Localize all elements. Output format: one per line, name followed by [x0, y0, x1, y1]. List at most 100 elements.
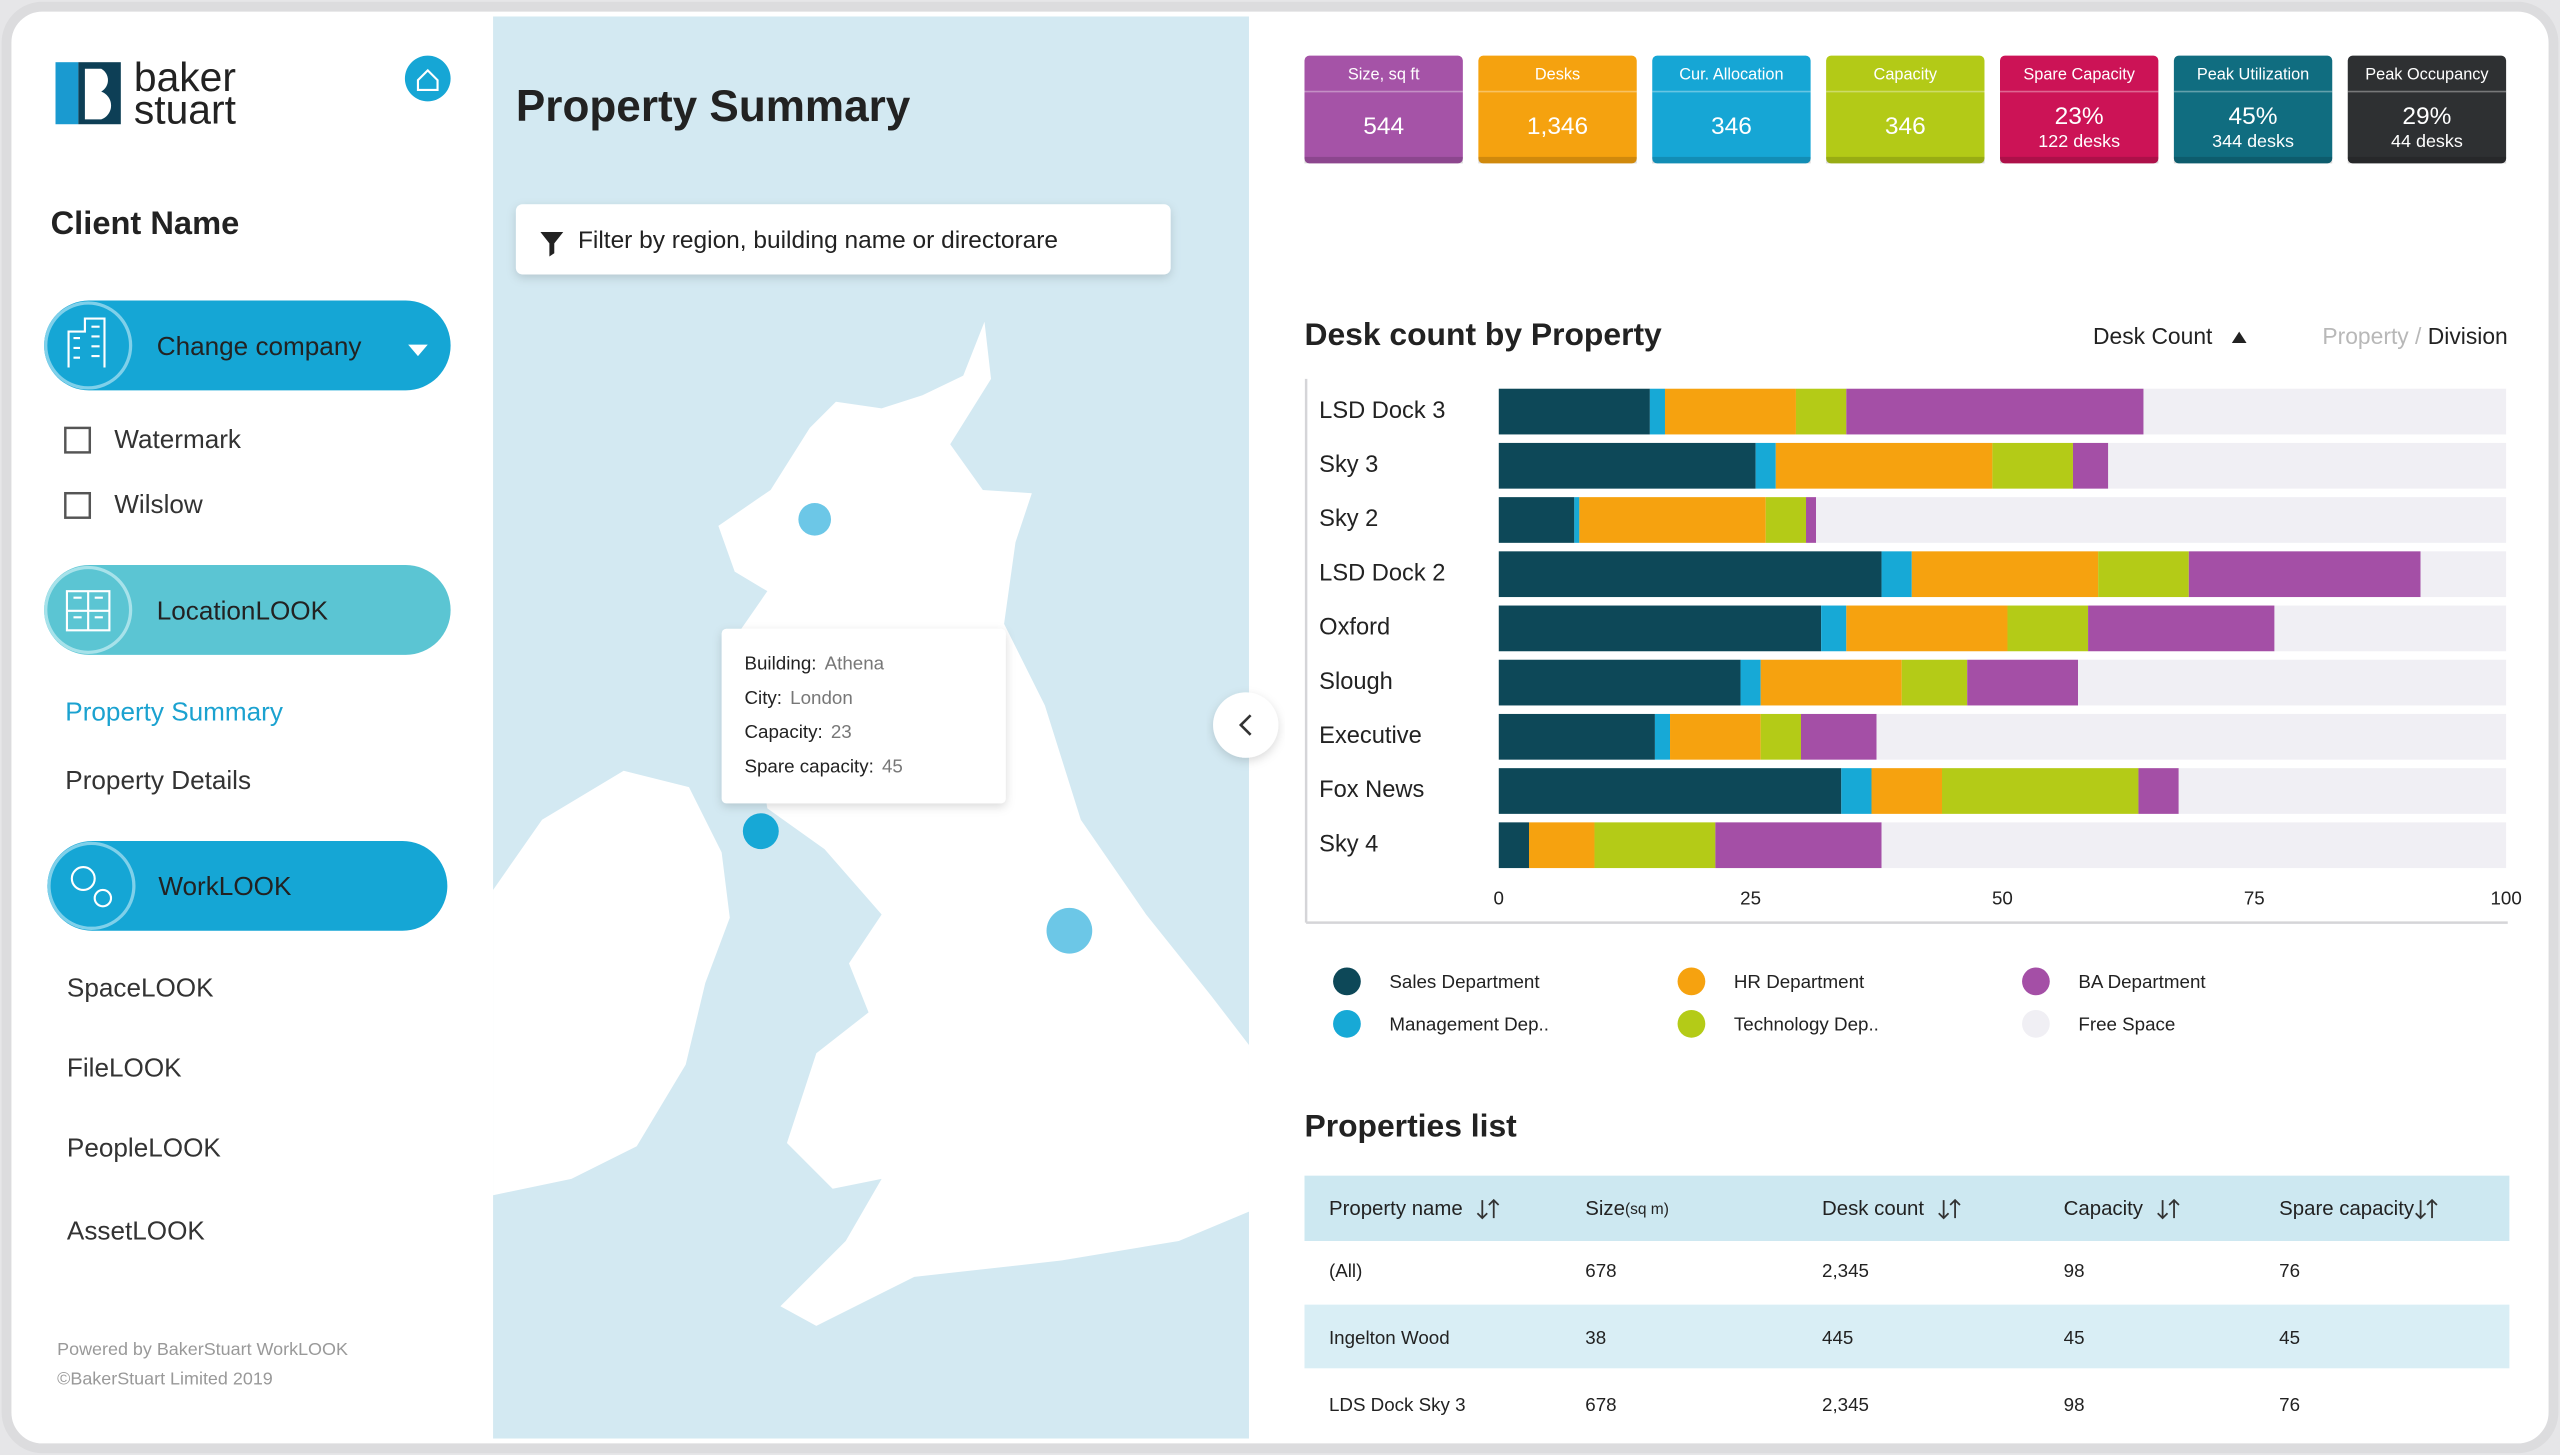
column-unit[interactable]: (sq m)	[1625, 1201, 1669, 1218]
kpi-sub: 122 desks	[2038, 131, 2120, 151]
column-label[interactable]: Property name	[1329, 1198, 1463, 1220]
column-header[interactable]: Spare capacity	[2279, 1198, 2415, 1220]
company-option[interactable]: Wilslow	[114, 489, 203, 519]
kpi-value: 29%	[2402, 103, 2451, 130]
legend-swatch	[1333, 967, 1361, 996]
table-cell: 98	[2064, 1260, 2085, 1281]
sort-icon[interactable]	[1476, 1198, 1500, 1220]
collapse-button[interactable]	[1213, 692, 1279, 758]
nav-item[interactable]: Property Details	[65, 765, 251, 795]
bar-segment	[1498, 551, 1882, 598]
nav-item[interactable]: SpaceLOOK	[67, 972, 214, 1002]
sort-control[interactable]: Desk Count	[2093, 323, 2247, 349]
bar-segment	[2420, 551, 2507, 598]
company-option[interactable]: Watermark	[114, 424, 242, 454]
bar-segment	[1881, 822, 2507, 869]
bar-segment	[1498, 822, 1529, 869]
kpi-value: 544	[1363, 113, 1404, 140]
bar-segment	[1846, 388, 2144, 435]
bar-segment	[1664, 388, 1796, 435]
filter-placeholder: Filter by region, building name or direc…	[578, 227, 1058, 254]
column-header[interactable]: Property name	[1329, 1198, 1463, 1220]
kpi-shade	[2173, 156, 2333, 164]
bar-segment	[1876, 713, 2507, 760]
x-tick-label: 25	[1740, 888, 1761, 909]
map-tooltip: Building: Athena City: London Capacity: 23 Spa…	[721, 628, 1006, 804]
nav-item[interactable]: AssetLOOK	[67, 1216, 205, 1246]
breadcrumb-parent[interactable]: Property /	[2322, 323, 2422, 349]
y-tick-label: LSD Dock 3	[1319, 398, 1445, 424]
work-section[interactable]: WorkLOOK	[47, 840, 448, 931]
column-label[interactable]: Spare capacity	[2279, 1198, 2415, 1220]
kpi-card: Cur. Allocation 346	[1652, 55, 1811, 164]
kpi-label: Peak Occupancy	[2365, 66, 2489, 84]
y-tick-label: Oxford	[1319, 615, 1390, 641]
tooltip-label: Capacity:	[744, 721, 822, 742]
filter-box[interactable]: Filter by region, building name or direc…	[515, 204, 1171, 275]
chart-title: Desk count by Property	[1304, 316, 1662, 352]
y-tick-label: LSD Dock 2	[1319, 560, 1445, 586]
home-button[interactable]	[404, 55, 451, 102]
map-pin[interactable]	[1046, 907, 1093, 954]
column-label[interactable]: Desk count	[1822, 1198, 1924, 1220]
stacked-bar-chart: LSD Dock 3 Sky 3 Sky 2 LSD Dock 2 Oxford Slou…	[1304, 378, 2522, 924]
bar-segment	[1528, 822, 1595, 869]
checkbox[interactable]	[64, 426, 92, 454]
checkbox[interactable]	[64, 491, 92, 519]
column-header[interactable]: Capacity	[2064, 1198, 2144, 1220]
bar-segment	[1755, 442, 1776, 489]
kpi-label: Capacity	[1874, 66, 1938, 84]
map-pin[interactable]	[798, 503, 832, 536]
bar-segment	[2007, 605, 2089, 652]
sort-icon[interactable]	[1938, 1198, 1961, 1220]
bar-segment	[1871, 768, 1943, 814]
table-header	[1304, 1175, 2510, 1241]
column-label[interactable]: Size	[1585, 1198, 1625, 1220]
table-cell: 45	[2279, 1327, 2300, 1348]
bar-segment	[1574, 497, 1580, 543]
location-section[interactable]: LocationLOOK	[44, 565, 451, 655]
bar-segment	[1498, 497, 1575, 543]
bar-segment	[1715, 822, 1882, 869]
sort-label[interactable]: Desk Count	[2093, 323, 2213, 349]
client-name: Client Name	[51, 204, 240, 241]
column-header[interactable]: Size(sq m)	[1585, 1198, 1669, 1220]
kpi-card: Spare Capacity 23%122 desks	[2000, 55, 2159, 164]
kpi-label: Desks	[1535, 66, 1580, 84]
bar-segment	[1911, 551, 2099, 598]
nav-item[interactable]: PeopleLOOK	[67, 1132, 221, 1162]
bar-segment	[2143, 388, 2507, 435]
nav-item[interactable]: FileLOOK	[67, 1052, 182, 1082]
nav-item-active[interactable]: Property Summary	[65, 697, 283, 727]
table-cell: 45	[2064, 1327, 2085, 1348]
y-tick-label: Sky 2	[1319, 506, 1378, 532]
table-cell: 2,345	[1822, 1394, 1869, 1415]
breadcrumb[interactable]: Property / Division	[2322, 323, 2507, 349]
legend: Sales Department Management Dep.. HR Depar…	[1333, 967, 2206, 1038]
legend-label: Management Dep..	[1389, 1013, 1549, 1034]
tooltip-row: Spare capacity: 45	[744, 755, 902, 776]
sort-icon[interactable]	[2415, 1198, 2438, 1220]
bar-segment	[1806, 497, 1817, 543]
map-pin[interactable]	[742, 813, 779, 850]
kpi-bg	[1652, 55, 1811, 164]
bar-segment	[1821, 605, 1847, 652]
bar-segment	[1765, 497, 1807, 543]
change-company-button[interactable]: Change company	[44, 300, 451, 391]
sort-icon[interactable]	[2157, 1198, 2180, 1220]
kpi-shade	[1652, 156, 1811, 164]
button-label: Change company	[157, 331, 362, 361]
bar-segment	[1967, 659, 2078, 706]
kpi-card: Size, sq ft 544	[1304, 55, 1463, 164]
kpi-label: Peak Utilization	[2197, 66, 2309, 84]
x-tick-label: 75	[2244, 888, 2265, 909]
table-cell: 2,345	[1822, 1260, 1869, 1281]
bar-segment	[1670, 713, 1761, 760]
kpi-shade	[2000, 156, 2159, 164]
bar-segment	[1881, 551, 1912, 598]
bar-segment	[2078, 659, 2507, 706]
tooltip-value: Athena	[825, 653, 885, 674]
table-cell: 76	[2279, 1260, 2300, 1281]
column-label[interactable]: Capacity	[2064, 1198, 2144, 1220]
column-header[interactable]: Desk count	[1822, 1198, 1924, 1220]
